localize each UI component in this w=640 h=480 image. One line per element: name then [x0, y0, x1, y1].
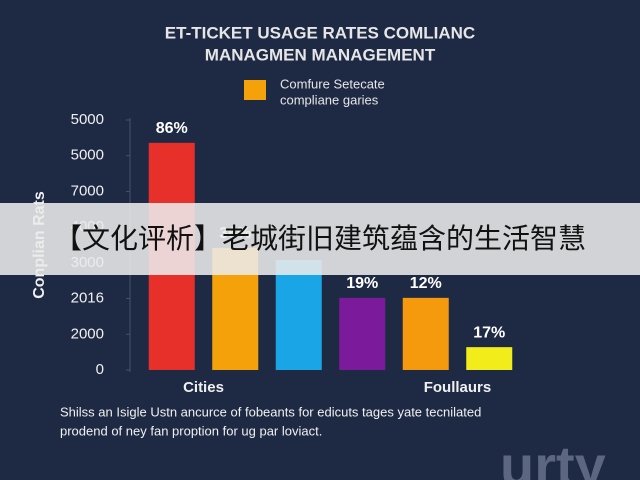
banner-text: 【文化评析】老城街旧建筑蕴含的生活智慧	[54, 222, 586, 255]
bar	[339, 297, 386, 370]
y-tick-label: 2016	[71, 290, 104, 307]
x-tick-label: Cities	[183, 379, 224, 396]
bar	[466, 347, 513, 370]
watermark: urty	[500, 434, 606, 480]
footnote: prodend of ney fan proption for ug par l…	[60, 423, 322, 438]
bar	[275, 260, 322, 370]
bar	[402, 297, 449, 370]
banner	[0, 203, 640, 275]
y-tick-label: 0	[96, 361, 104, 378]
x-tick-label: Foullaurs	[424, 379, 492, 396]
y-tick-label: 5000	[71, 111, 104, 128]
legend-label: Comfure Setecate	[280, 76, 385, 91]
annotation: 12%	[410, 275, 442, 292]
legend-label: compliane garies	[280, 92, 379, 107]
footnote: Shilss an Isigle Ustn ancurce of fobeant…	[60, 404, 481, 419]
chart-title: MANAGMEN MANAGEMENT	[205, 45, 436, 64]
chart-title: ET-TICKET USAGE RATES COMLIANC	[165, 23, 475, 42]
y-tick-label: 7000	[71, 182, 104, 199]
annotation: 17%	[473, 324, 505, 341]
y-tick-label: 2000	[71, 325, 104, 342]
annotation: 19%	[346, 275, 378, 292]
annotation: 86%	[156, 120, 188, 137]
y-tick-label: 5000	[71, 147, 104, 164]
legend-swatch	[244, 80, 266, 100]
